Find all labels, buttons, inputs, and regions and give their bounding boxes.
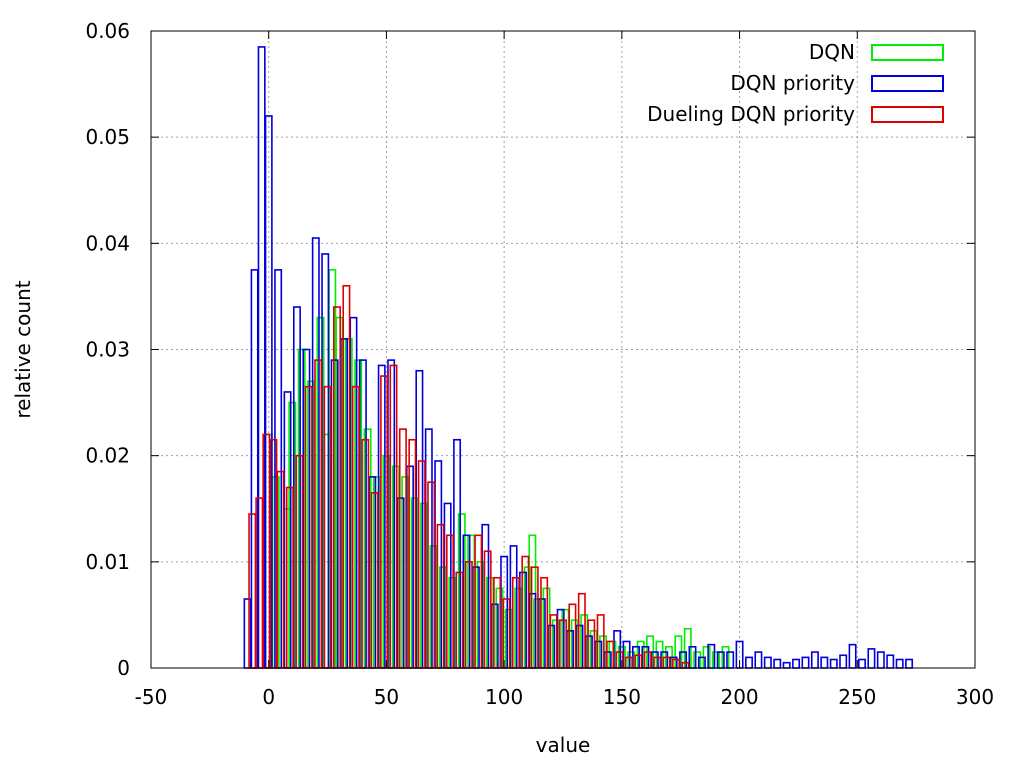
bar-dqn-priority	[820, 656, 829, 669]
bar-dueling-dqn-priority	[427, 481, 436, 669]
bar-dqn-priority	[801, 656, 810, 669]
legend-label: DQN priority	[730, 71, 855, 95]
bar-dqn-priority	[792, 658, 801, 669]
bar-dueling-dqn-priority	[540, 576, 549, 669]
bar-dqn-priority	[763, 656, 772, 669]
bar-dqn-priority	[745, 656, 753, 669]
x-tick-label: 150	[603, 685, 641, 709]
bar-dueling-dqn-priority	[417, 460, 426, 669]
bar-dueling-dqn-priority	[643, 651, 652, 669]
bar-dqn-priority	[773, 658, 782, 669]
legend-swatch	[871, 44, 944, 61]
bar-dqn-priority	[839, 654, 848, 669]
bar-dueling-dqn-priority	[587, 619, 596, 669]
y-tick-label: 0.01	[85, 550, 130, 574]
x-tick-label: 50	[374, 685, 399, 709]
bar-dueling-dqn-priority	[389, 364, 398, 669]
y-tick-label: 0	[117, 656, 130, 680]
bar-dqn-priority	[810, 651, 819, 669]
y-tick-label: 0.04	[85, 231, 130, 255]
bar-dqn-priority	[829, 658, 838, 669]
bar-dueling-dqn-priority	[549, 614, 558, 669]
axis-ticks: -50 0 50 100 150 200 250 30000.010.020.030.040.…	[85, 19, 994, 709]
bar-dueling-dqn-priority	[559, 619, 567, 669]
grid-lines	[151, 31, 975, 668]
bar-dueling-dqn-priority	[672, 658, 680, 669]
bar-dqn-priority	[876, 651, 885, 669]
bar-dqn-priority	[867, 648, 876, 669]
bar-dueling-dqn-priority	[606, 640, 615, 669]
bar-dueling-dqn-priority	[493, 576, 502, 669]
bar-dqn-priority	[895, 658, 904, 669]
x-tick-label: 0	[262, 685, 275, 709]
bar-dueling-dqn-priority	[351, 385, 360, 669]
x-tick-label: 300	[956, 685, 994, 709]
bar-dueling-dqn-priority	[568, 603, 577, 669]
bar-dueling-dqn-priority	[511, 576, 520, 669]
bar-dueling-dqn-priority	[436, 523, 445, 669]
y-tick-label: 0.03	[85, 338, 130, 362]
bar-dqn-priority	[754, 651, 763, 669]
bar-dqn-priority	[848, 643, 857, 669]
bar-dueling-dqn-priority	[304, 385, 313, 669]
bar-dueling-dqn-priority	[662, 656, 671, 669]
legend-swatch	[871, 106, 944, 123]
y-tick-label: 0.06	[85, 19, 130, 43]
bar-dueling-dqn-priority	[577, 592, 586, 669]
y-axis-label: relative count	[11, 280, 35, 418]
bar-dueling-dqn-priority	[681, 661, 690, 669]
bar-dueling-dqn-priority	[474, 534, 483, 669]
legend-swatch	[871, 75, 944, 92]
bar-dqn-priority	[886, 654, 895, 669]
y-tick-label: 0.02	[85, 444, 130, 468]
bar-dqn-priority	[905, 658, 914, 669]
bar-dueling-dqn-priority	[285, 486, 294, 669]
bar-dueling-dqn-priority	[455, 571, 464, 669]
bar-dueling-dqn-priority	[342, 284, 351, 669]
x-tick-label: 250	[838, 685, 876, 709]
bar-dqn-priority	[858, 658, 866, 669]
x-axis-label: value	[536, 733, 591, 757]
x-tick-label: 200	[720, 685, 758, 709]
legend-label: Dueling DQN priority	[647, 102, 855, 126]
bar-dueling-dqn-priority	[446, 534, 454, 669]
bar-dqn-priority	[782, 661, 791, 669]
bar-dueling-dqn-priority	[530, 566, 539, 669]
y-tick-label: 0.05	[85, 125, 130, 149]
histogram-bars	[243, 46, 914, 669]
bar-dueling-dqn-priority	[634, 654, 643, 669]
bar-dueling-dqn-priority	[370, 492, 379, 669]
bar-dueling-dqn-priority	[464, 561, 473, 669]
legend: DQN DQN priority Dueling DQN priority	[647, 40, 944, 126]
x-tick-label: -50	[135, 685, 168, 709]
x-tick-label: 100	[485, 685, 523, 709]
bar-dueling-dqn-priority	[408, 438, 417, 669]
bar-dueling-dqn-priority	[361, 438, 370, 669]
legend-label: DQN	[809, 40, 855, 64]
bar-dueling-dqn-priority	[398, 428, 407, 669]
bar-dueling-dqn-priority	[314, 359, 323, 669]
bar-dueling-dqn-priority	[483, 550, 492, 669]
bar-dueling-dqn-priority	[624, 656, 633, 669]
bar-dueling-dqn-priority	[653, 656, 662, 669]
